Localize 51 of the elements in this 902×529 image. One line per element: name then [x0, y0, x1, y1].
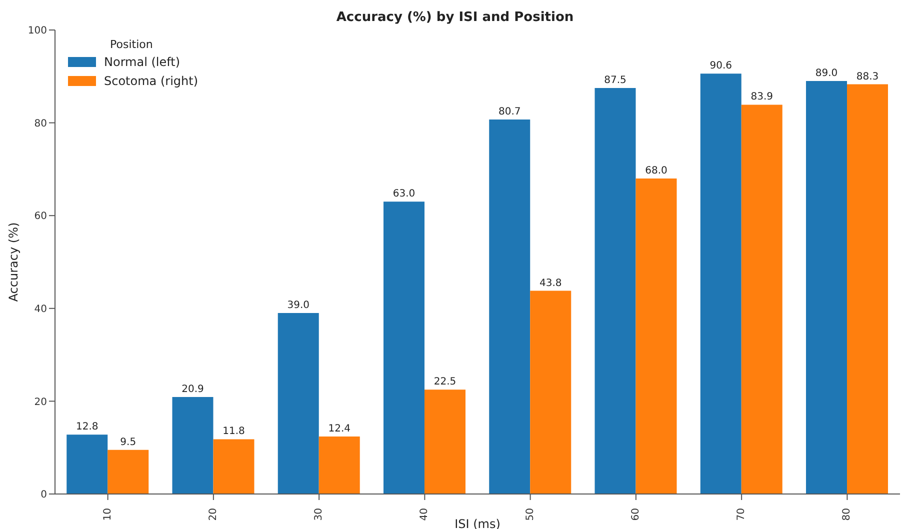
data-label: 87.5: [604, 75, 626, 86]
bar: [318, 436, 360, 494]
legend-label: Scotoma (right): [104, 74, 198, 88]
data-label: 20.9: [182, 384, 204, 396]
bar: [806, 81, 847, 494]
data-label: 68.0: [645, 165, 668, 176]
x-tick-label: 30: [314, 508, 325, 521]
y-tick-label: 60: [34, 211, 47, 222]
bar: [172, 397, 214, 494]
data-label: 90.6: [710, 60, 732, 72]
y-tick-label: 100: [28, 26, 47, 37]
bar: [700, 74, 742, 494]
x-tick-label: 50: [524, 508, 536, 521]
chart-title: Accuracy (%) by ISI and Position: [335, 10, 575, 25]
bar: [489, 120, 530, 494]
data-label: 22.5: [434, 376, 456, 388]
y-axis-title: Accuracy (%): [6, 222, 20, 302]
bar: [530, 290, 572, 494]
x-tick-label: 20: [208, 508, 219, 521]
bar: [66, 434, 108, 494]
data-label: 63.0: [392, 188, 416, 200]
data-label: 11.8: [222, 426, 245, 438]
data-label: 39.0: [287, 300, 310, 312]
bar: [278, 313, 319, 494]
y-tick-label: 80: [34, 118, 47, 130]
legend-label: Normal (left): [104, 55, 180, 69]
legend-title: Position: [110, 38, 154, 51]
data-label: 12.8: [76, 422, 98, 433]
x-tick-label: 60: [630, 508, 642, 521]
bar: [741, 104, 782, 494]
x-tick-label: 80: [842, 508, 853, 521]
x-tick-label: 10: [102, 508, 114, 521]
data-label: 88.3: [856, 71, 879, 82]
y-tick-label: 0: [40, 490, 47, 501]
bar: [424, 390, 466, 494]
y-tick-label: 20: [34, 396, 47, 408]
bar: [108, 450, 149, 494]
bar: [636, 178, 677, 494]
bar: [594, 88, 636, 494]
bar: [213, 439, 254, 494]
data-label: 12.4: [328, 423, 350, 434]
bar: [383, 202, 424, 494]
data-label: 9.5: [120, 436, 136, 448]
y-tick-label: 40: [34, 304, 47, 315]
bar: [846, 84, 888, 494]
data-label: 80.7: [498, 106, 521, 118]
x-tick-label: 40: [419, 508, 430, 521]
data-label: 89.0: [815, 68, 838, 80]
data-label: 43.8: [539, 278, 562, 289]
x-tick-label: 70: [736, 508, 748, 521]
data-label: 83.9: [750, 92, 773, 103]
